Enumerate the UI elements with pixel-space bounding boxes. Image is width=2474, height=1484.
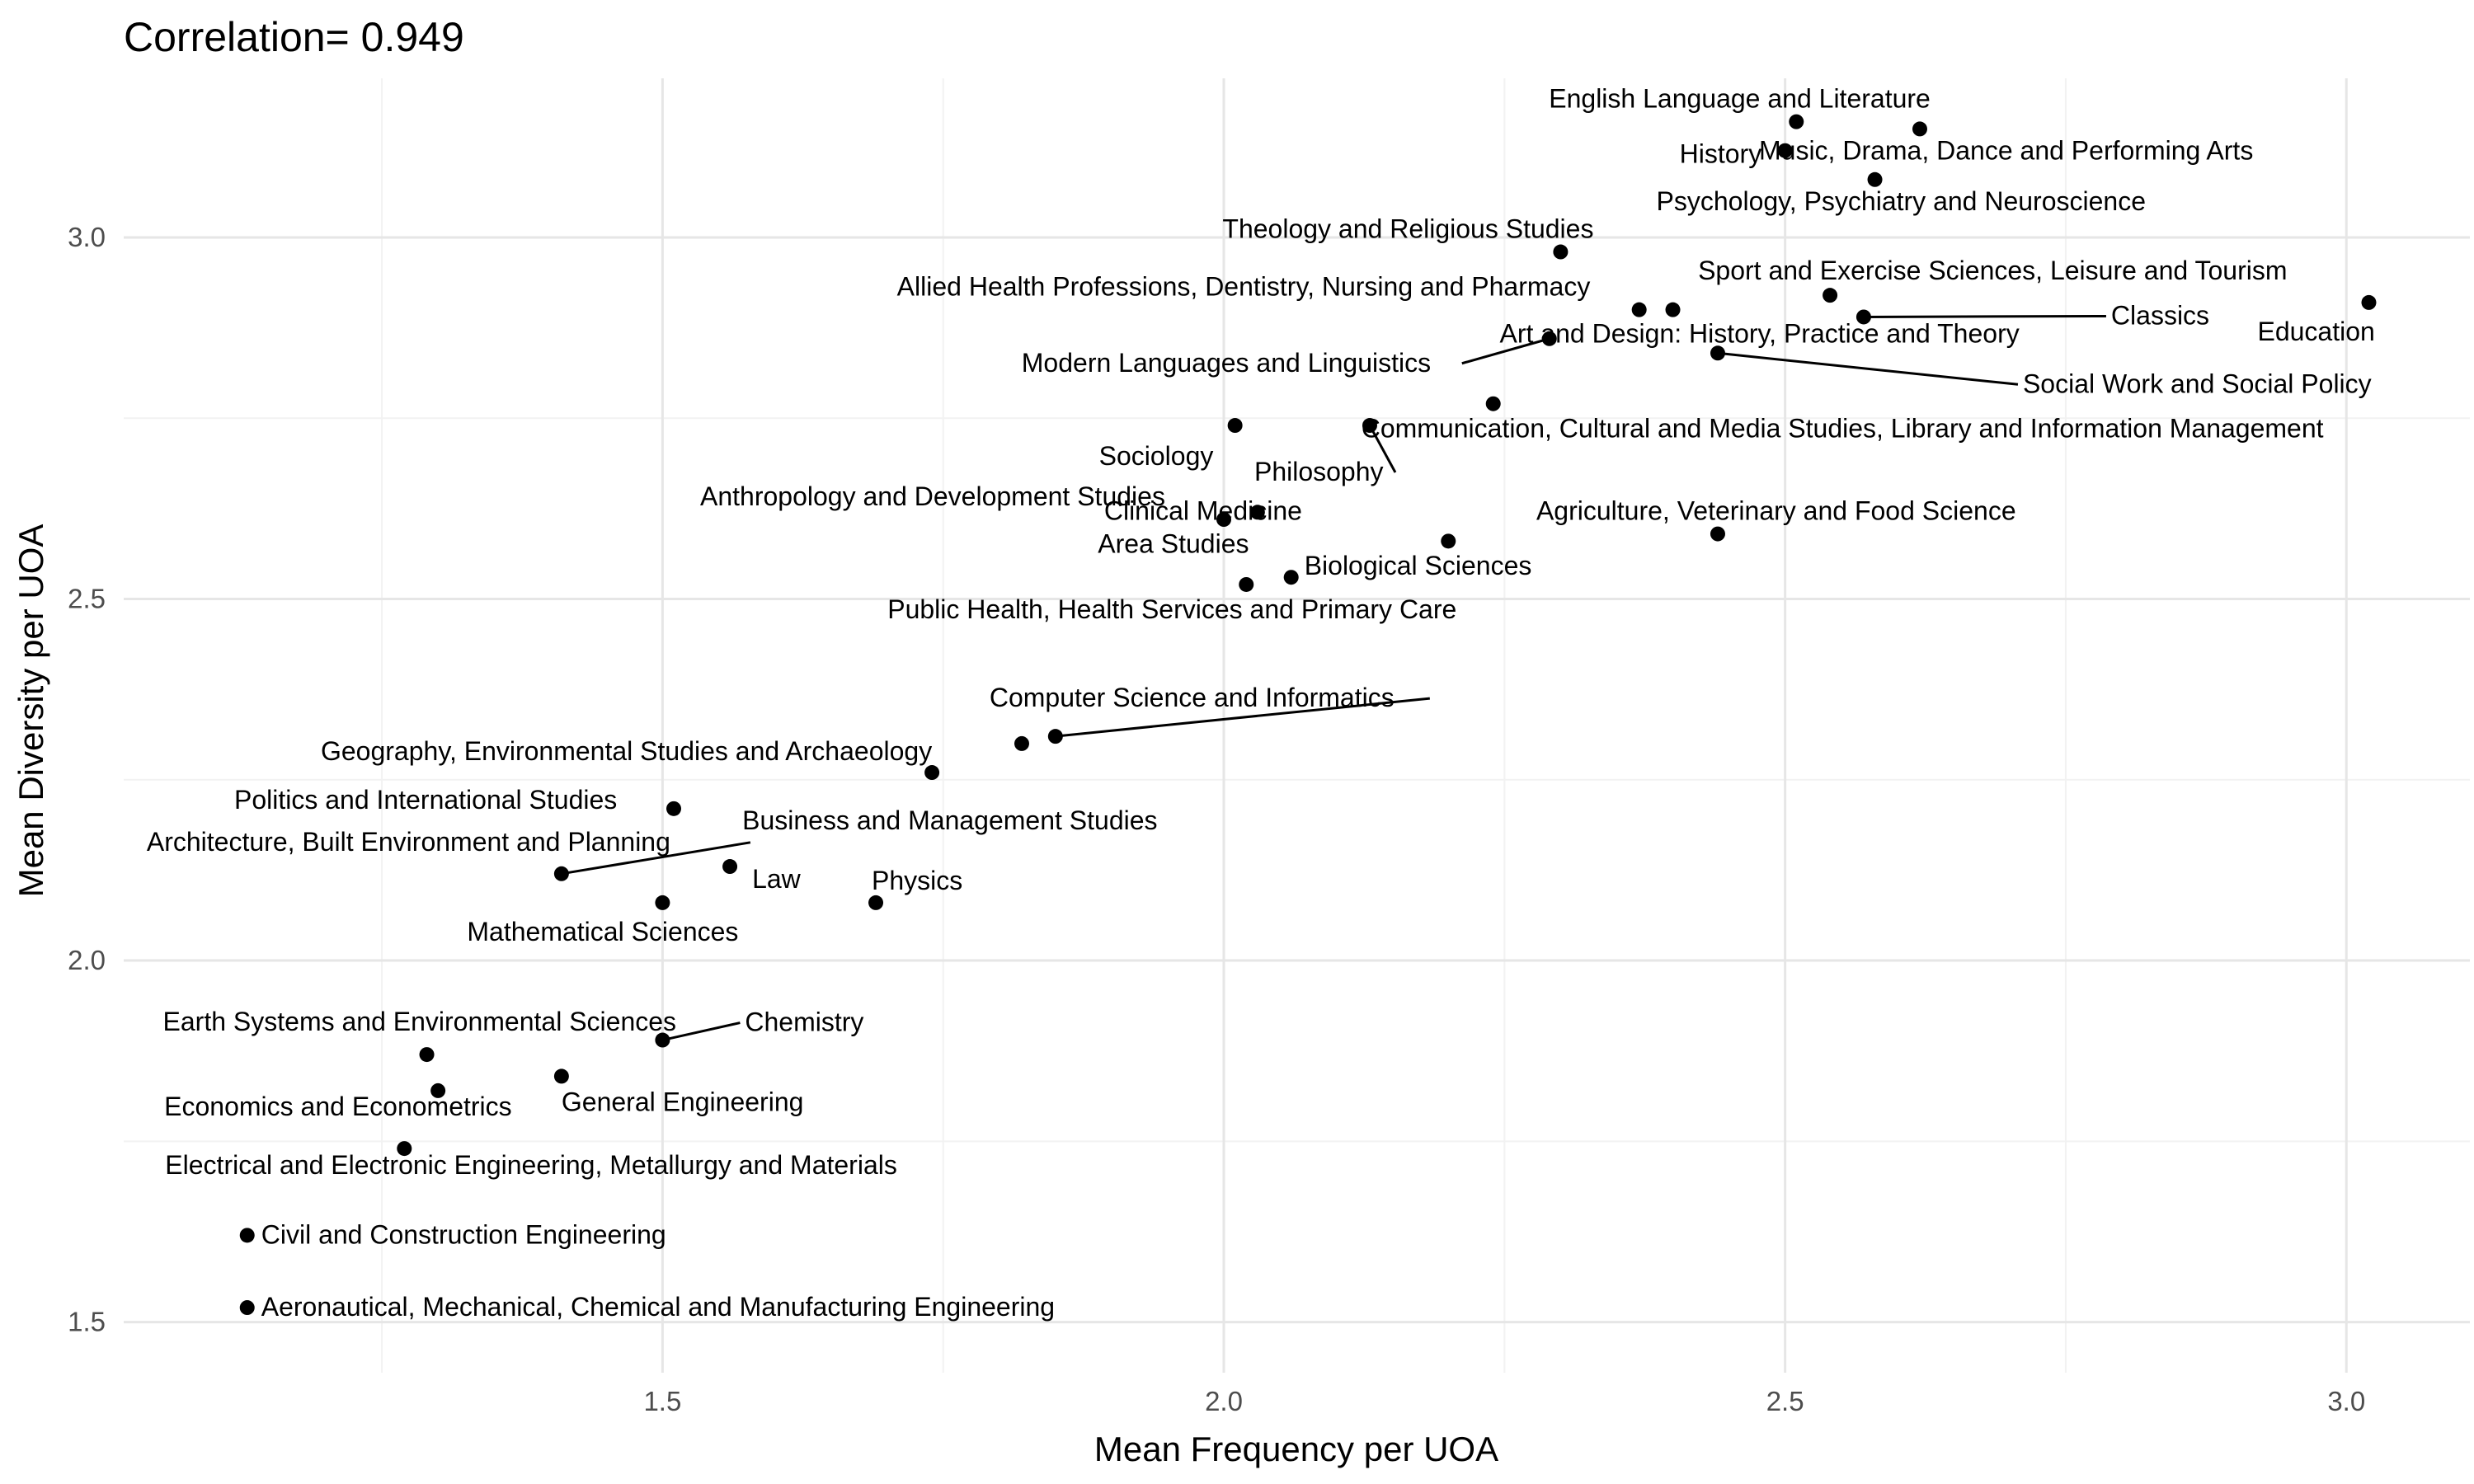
point-earth-systems-and-environmental-sciences [419, 1047, 435, 1063]
point-area-studies [1441, 533, 1456, 549]
x-axis-title: Mean Frequency per UOA [1094, 1430, 1498, 1468]
leader-classics [1863, 314, 2106, 318]
y-tick-label: 2.0 [68, 945, 106, 975]
label-general-engineering: General Engineering [562, 1087, 804, 1116]
label-agriculture-veterinary-and-food-science: Agriculture, Veterinary and Food Science [1536, 496, 2016, 526]
label-business-and-management-studies: Business and Management Studies [742, 805, 1157, 835]
y-axis-ticks: 1.5 2.0 2.5 3.0 [68, 222, 106, 1337]
point-education [2361, 294, 2377, 310]
point-politics-and-international-studies [666, 801, 682, 816]
label-earth-systems-and-environmental-sciences: Earth Systems and Environmental Sciences [163, 1007, 677, 1036]
point-labels: English Language and Literature Music, Dr… [147, 84, 2375, 1322]
x-tick-label: 3.0 [2327, 1386, 2365, 1416]
point-clinical-medicine [1249, 505, 1265, 520]
label-education: Education [2257, 317, 2374, 346]
y-tick-label: 2.5 [68, 584, 106, 614]
x-tick-label: 1.5 [643, 1386, 681, 1416]
label-chemistry: Chemistry [745, 1007, 863, 1037]
point-biological-sciences [1283, 570, 1299, 585]
point-sociology [1227, 418, 1243, 434]
point-agriculture-veterinary-and-food-science [1710, 526, 1725, 542]
point-history [1777, 143, 1793, 158]
label-law: Law [752, 864, 802, 894]
label-allied-health-professions-dentistry-nursing-and-pharmacy: Allied Health Professions, Dentistry, Nu… [897, 272, 1591, 302]
point-law [722, 859, 738, 875]
point-computer-science-and-informatics [1047, 729, 1063, 744]
label-communication-cultural-and-media-studies-library-and-information-management: Communication, Cultural and Media Studie… [1362, 414, 2324, 444]
x-tick-label: 2.0 [1205, 1386, 1243, 1416]
label-english-language-and-literature: English Language and Literature [1549, 84, 1931, 114]
y-tick-label: 3.0 [68, 222, 106, 252]
point-philosophy [1362, 418, 1377, 434]
point-classics [1856, 309, 1871, 325]
point-economics-and-econometrics [430, 1082, 446, 1098]
label-clinical-medicine: Clinical Medicine [1104, 495, 1302, 525]
point-allied-health-professions-dentistry-nursing-and-pharmacy [1631, 302, 1647, 317]
label-electrical-and-electronic-engineering-metallurgy-and-materials: Electrical and Electronic Engineering, M… [165, 1150, 897, 1180]
point-public-health-health-services-and-primary-care [1239, 576, 1254, 592]
label-area-studies: Area Studies [1098, 528, 1249, 558]
label-social-work-and-social-policy: Social Work and Social Policy [2023, 369, 2372, 398]
leader-computer-science-and-informatics [1055, 697, 1430, 738]
point-electrical-and-electronic-engineering-metallurgy-and-materials [397, 1141, 412, 1157]
data-points [239, 114, 2377, 1316]
label-geography-environmental-studies-and-archaeology: Geography, Environmental Studies and Arc… [321, 736, 932, 766]
leader-architecture-built-environment-and-planning [561, 841, 751, 876]
label-art-and-design-history-practice-and-theory: Art and Design: History, Practice and Th… [1500, 319, 2020, 349]
point-sport-and-exercise-sciences-leisure-and-tourism [1823, 288, 1838, 303]
point-art-and-design-history-practice-and-theory [1665, 302, 1681, 317]
point-chemistry [655, 1032, 670, 1048]
point-music-drama-dance-and-performing-arts [1912, 121, 1927, 137]
grid [124, 78, 2470, 1373]
label-civil-and-construction-engineering: Civil and Construction Engineering [261, 1219, 666, 1249]
point-business-and-management-studies [924, 765, 940, 781]
label-politics-and-international-studies: Politics and International Studies [234, 785, 617, 815]
label-sport-and-exercise-sciences-leisure-and-tourism: Sport and Exercise Sciences, Leisure and… [1698, 256, 2287, 285]
label-classics: Classics [2111, 300, 2209, 330]
point-architecture-built-environment-and-planning [553, 866, 569, 881]
leader-social-work-and-social-policy [1717, 351, 2019, 386]
point-english-language-and-literature [1789, 114, 1804, 129]
leader-chemistry [662, 1021, 741, 1042]
point-general-engineering [553, 1068, 569, 1084]
point-civil-and-construction-engineering [239, 1228, 255, 1243]
point-physics [868, 895, 884, 910]
label-aeronautical-mechanical-chemical-and-manufacturing-engineering: Aeronautical, Mechanical, Chemical and M… [261, 1292, 1055, 1322]
y-tick-label: 1.5 [68, 1307, 106, 1337]
x-tick-label: 2.5 [1766, 1386, 1804, 1416]
point-communication-cultural-and-media-studies-library-and-information-management [1485, 396, 1501, 411]
label-leader-lines [561, 314, 2106, 1042]
label-history: History [1680, 139, 1762, 169]
label-modern-languages-and-linguistics: Modern Languages and Linguistics [1022, 348, 1431, 378]
label-mathematical-sciences: Mathematical Sciences [467, 917, 738, 946]
label-philosophy: Philosophy [1254, 457, 1384, 486]
label-architecture-built-environment-and-planning: Architecture, Built Environment and Plan… [147, 827, 670, 857]
label-music-drama-dance-and-performing-arts: Music, Drama, Dance and Performing Arts [1759, 135, 2253, 165]
point-modern-languages-and-linguistics [1541, 331, 1557, 346]
point-psychology-psychiatry-and-neuroscience [1867, 171, 1883, 187]
point-aeronautical-mechanical-chemical-and-manufacturing-engineering [239, 1300, 255, 1316]
label-sociology: Sociology [1099, 441, 1214, 471]
label-biological-sciences: Biological Sciences [1305, 551, 1532, 580]
leader-philosophy [1368, 425, 1397, 473]
label-computer-science-and-informatics: Computer Science and Informatics [990, 683, 1395, 712]
label-public-health-health-services-and-primary-care: Public Health, Health Services and Prima… [887, 594, 1456, 624]
point-anthropology-and-development-studies [1216, 512, 1232, 528]
point-mathematical-sciences [655, 895, 670, 910]
x-axis-ticks: 1.5 2.0 2.5 3.0 [643, 1386, 2365, 1416]
point-theology-and-religious-studies [1553, 244, 1569, 260]
label-theology-and-religious-studies: Theology and Religious Studies [1222, 214, 1593, 244]
chart-title: Correlation= 0.949 [124, 14, 464, 60]
leader-modern-languages-and-linguistics [1461, 337, 1550, 365]
point-social-work-and-social-policy [1710, 345, 1725, 361]
label-anthropology-and-development-studies: Anthropology and Development Studies [700, 481, 1165, 511]
label-psychology-psychiatry-and-neuroscience: Psychology, Psychiatry and Neuroscience [1657, 186, 2146, 216]
label-physics: Physics [872, 866, 962, 895]
y-axis-title: Mean Diversity per UOA [12, 524, 50, 898]
point-geography-environmental-studies-and-archaeology [1014, 735, 1029, 751]
label-economics-and-econometrics: Economics and Econometrics [164, 1092, 512, 1121]
